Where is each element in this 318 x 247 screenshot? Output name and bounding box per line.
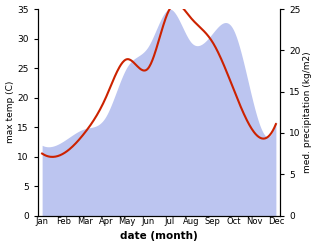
Y-axis label: max temp (C): max temp (C) bbox=[5, 81, 15, 144]
Y-axis label: med. precipitation (kg/m2): med. precipitation (kg/m2) bbox=[303, 51, 313, 173]
X-axis label: date (month): date (month) bbox=[120, 231, 198, 242]
